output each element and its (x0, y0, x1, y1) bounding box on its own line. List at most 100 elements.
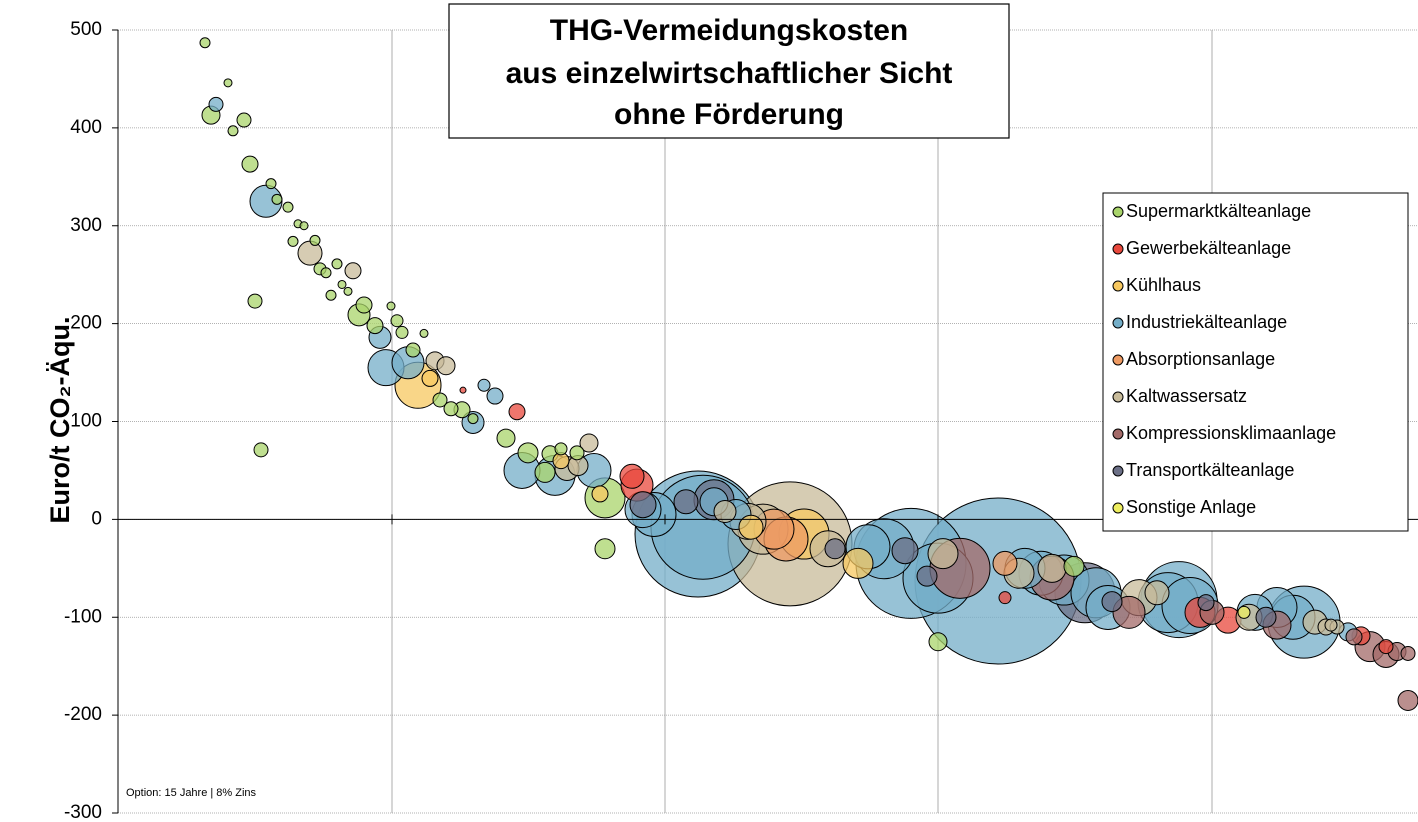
bubble (331, 258, 343, 270)
legend: Supermarktkälteanlage Gewerbekälteanlage K… (1102, 192, 1409, 532)
bubble (738, 514, 764, 540)
bubble (1101, 591, 1123, 613)
y-tick-label: -100 (64, 606, 102, 627)
bubble (287, 235, 299, 247)
bubble (265, 178, 277, 190)
y-tick-label: 500 (70, 19, 102, 40)
bubble (927, 538, 959, 570)
bubble (337, 279, 347, 289)
bubble (579, 433, 599, 453)
y-axis-label: Euro/t CO₂-Äqu. (45, 317, 75, 524)
bubble (928, 632, 948, 652)
bubble (1400, 645, 1416, 661)
bubble (421, 369, 439, 387)
bubble (395, 325, 409, 339)
bubble (241, 155, 259, 173)
legend-marker (1112, 206, 1124, 218)
bubble (366, 317, 384, 335)
y-tick-label: -200 (64, 704, 102, 725)
bubble (998, 591, 1012, 605)
bubble (517, 442, 539, 464)
bubble (534, 461, 556, 483)
bubble (271, 193, 283, 205)
bubble (467, 413, 479, 425)
bubble (1345, 628, 1363, 646)
bubble (1397, 689, 1418, 711)
bubble (436, 356, 456, 376)
bubble (325, 289, 337, 301)
legend-label: Industriekälteanlage (1126, 312, 1287, 332)
legend-label: Sonstige Anlage (1126, 497, 1256, 517)
bubble (477, 378, 491, 392)
bubble (320, 267, 332, 279)
chart-title: aus einzelwirtschaftlicher Sicht (506, 57, 953, 90)
bubble (569, 445, 585, 461)
legend-box (1102, 192, 1409, 532)
bubble (891, 537, 919, 565)
bubble (1197, 594, 1215, 612)
legend-marker (1112, 243, 1124, 255)
bubble (1378, 639, 1394, 655)
note: Option: 15 Jahre | 8% Zins (126, 787, 257, 799)
bubble (629, 491, 657, 519)
bubble (432, 392, 448, 408)
bubble (1037, 553, 1067, 583)
bubble (673, 489, 699, 515)
bubble (916, 565, 938, 587)
bubble (355, 296, 373, 314)
bubble (554, 442, 568, 456)
bubble (247, 293, 263, 309)
y-tick-label: 400 (70, 117, 102, 138)
legend-marker (1112, 428, 1124, 440)
bubble (208, 96, 224, 112)
chart-title: ohne Förderung (614, 98, 844, 131)
bubble (1144, 580, 1170, 606)
y-tick-label: 0 (91, 508, 102, 529)
legend-marker (1112, 280, 1124, 292)
legend-label: Gewerbekälteanlage (1126, 238, 1291, 258)
bubble (227, 125, 239, 137)
y-tick-label: 300 (70, 215, 102, 236)
bubble (1324, 618, 1338, 632)
bubble (486, 387, 504, 405)
legend-marker (1112, 465, 1124, 477)
bubble (390, 314, 404, 328)
bubble (236, 112, 252, 128)
bubble (419, 328, 429, 338)
bubble (309, 234, 321, 246)
axes: -300 -200 -100 0 100 200 300 400 500 (64, 19, 1418, 822)
bubble (386, 301, 396, 311)
legend-label: Supermarktkälteanlage (1126, 201, 1311, 221)
chart-title: THG-Vermeidungskosten (550, 14, 908, 47)
legend-marker (1112, 502, 1124, 514)
bubble (443, 401, 459, 417)
y-tick-label: 100 (70, 411, 102, 432)
bubble (299, 221, 309, 231)
bubble (405, 342, 421, 358)
legend-marker (1112, 354, 1124, 366)
bubble (253, 442, 269, 458)
bubble (992, 550, 1018, 576)
bubble (594, 538, 616, 560)
legend-label: Kompressionsklimaanlage (1126, 423, 1336, 443)
bubble (223, 78, 233, 88)
bubble (199, 37, 211, 49)
bubble (282, 201, 294, 213)
bubbles (199, 37, 1418, 711)
bubble (713, 500, 737, 524)
bubble (508, 403, 526, 421)
bubble (1237, 605, 1251, 619)
legend-label: Kaltwassersatz (1126, 386, 1247, 406)
bubble (343, 286, 353, 296)
bubble (496, 428, 516, 448)
legend-label: Absorptionsanlage (1126, 349, 1275, 369)
title-box (448, 3, 1010, 139)
bubble (459, 386, 467, 394)
bubble (344, 262, 362, 280)
bubble (1255, 606, 1277, 628)
legend-marker (1112, 317, 1124, 329)
bubble (297, 240, 323, 266)
bubble (842, 547, 874, 579)
bubble (591, 485, 609, 503)
